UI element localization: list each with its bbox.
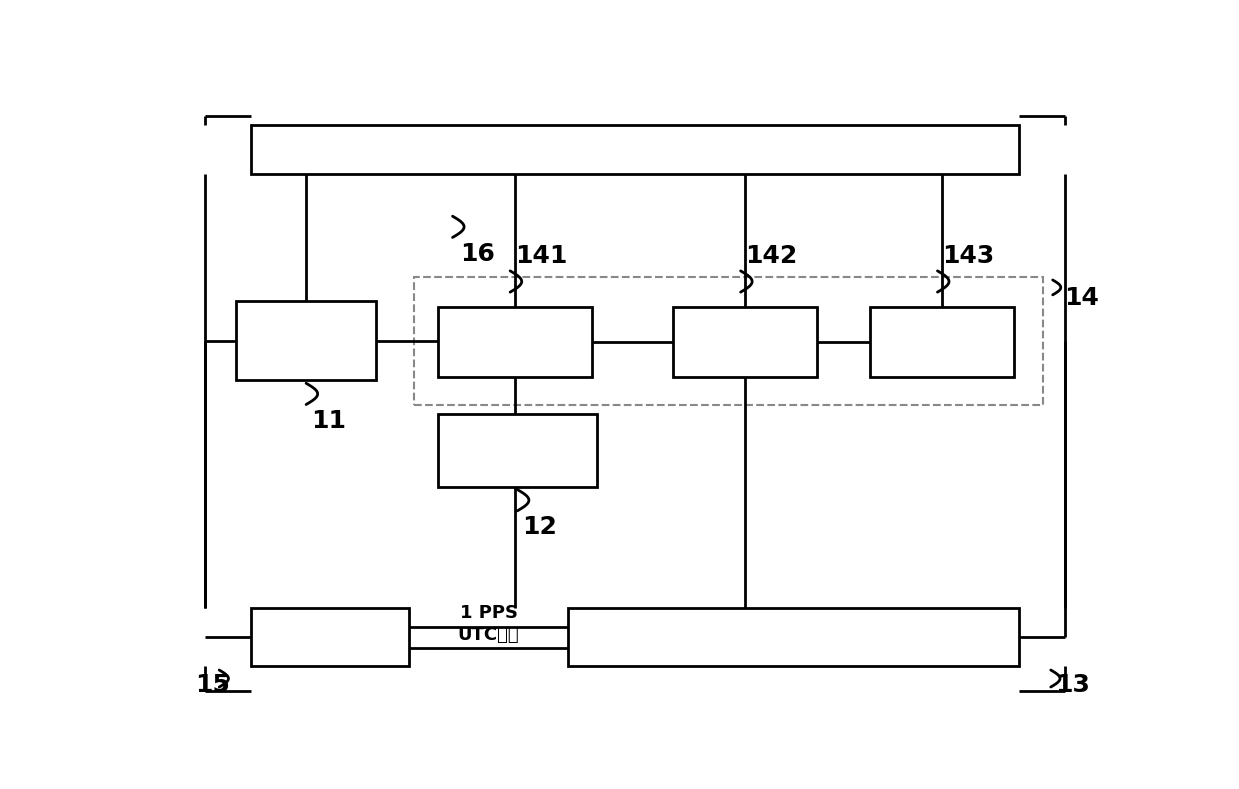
Text: 142: 142 — [746, 244, 798, 267]
Text: 143: 143 — [943, 244, 995, 267]
Bar — [567, 608, 1018, 666]
Bar — [439, 307, 592, 377]
Bar — [674, 307, 818, 377]
Text: 14: 14 — [1064, 286, 1099, 310]
Bar — [870, 307, 1015, 377]
Bar — [237, 301, 375, 380]
Text: 16: 16 — [460, 241, 496, 266]
Bar — [439, 413, 597, 487]
Text: 15: 15 — [196, 673, 230, 697]
Bar — [250, 608, 409, 666]
Text: 1 PPS: 1 PPS — [460, 604, 518, 622]
Text: 12: 12 — [522, 515, 558, 539]
Bar — [250, 125, 1020, 174]
Text: 11: 11 — [311, 409, 346, 433]
Text: UTC时间: UTC时间 — [457, 626, 519, 644]
Bar — [414, 277, 1043, 405]
Text: 141: 141 — [515, 244, 567, 267]
Text: 13: 13 — [1056, 673, 1090, 697]
